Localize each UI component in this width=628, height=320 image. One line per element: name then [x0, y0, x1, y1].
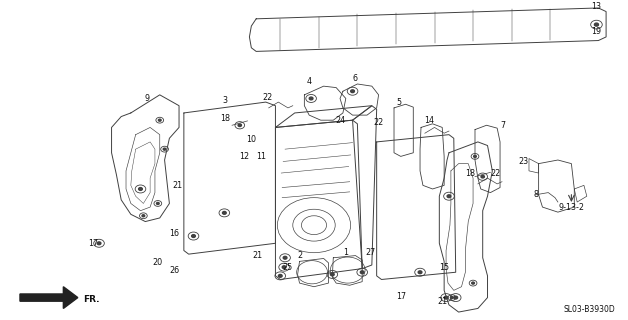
Circle shape [474, 156, 477, 157]
Circle shape [360, 271, 364, 274]
Circle shape [350, 90, 354, 92]
Text: 22: 22 [374, 118, 384, 127]
Circle shape [222, 212, 226, 214]
Circle shape [97, 242, 101, 245]
Text: 21: 21 [437, 297, 447, 306]
Text: 12: 12 [239, 152, 249, 161]
Circle shape [450, 297, 453, 299]
Circle shape [283, 256, 287, 259]
Circle shape [472, 282, 474, 284]
Text: 23: 23 [519, 157, 529, 166]
Text: SL03-B3930D: SL03-B3930D [564, 305, 615, 314]
Text: 24: 24 [335, 116, 345, 125]
Text: 9: 9 [144, 94, 150, 103]
Circle shape [330, 273, 334, 276]
Text: 20: 20 [153, 258, 163, 267]
Text: 21: 21 [172, 181, 182, 190]
Text: 3: 3 [222, 96, 227, 105]
Text: 6: 6 [353, 75, 358, 84]
Circle shape [282, 266, 286, 268]
Text: FR.: FR. [83, 294, 99, 304]
Text: 1: 1 [344, 248, 349, 257]
Text: 5: 5 [396, 98, 401, 107]
Circle shape [158, 119, 161, 121]
Circle shape [595, 23, 598, 26]
Text: 14: 14 [424, 116, 434, 125]
Text: 22: 22 [263, 92, 273, 101]
Text: 17: 17 [88, 239, 99, 248]
Text: 15: 15 [440, 263, 450, 272]
Circle shape [309, 97, 313, 100]
Text: 10: 10 [246, 135, 256, 144]
Text: 11: 11 [256, 152, 266, 161]
Text: 16: 16 [169, 229, 179, 238]
Text: 13: 13 [592, 2, 602, 11]
Text: 22: 22 [490, 169, 501, 178]
Text: 7: 7 [500, 121, 505, 130]
Circle shape [238, 124, 241, 126]
Text: 18: 18 [220, 114, 230, 123]
Text: 8: 8 [533, 190, 538, 199]
Circle shape [481, 175, 484, 178]
Text: 2: 2 [297, 251, 302, 260]
Text: 25: 25 [283, 263, 293, 272]
Polygon shape [20, 287, 78, 308]
Circle shape [139, 188, 143, 190]
Circle shape [156, 203, 159, 204]
Circle shape [444, 296, 448, 299]
Circle shape [163, 148, 166, 150]
Circle shape [418, 271, 422, 274]
Text: 17: 17 [396, 292, 406, 300]
Text: 26: 26 [169, 266, 179, 275]
Text: 18: 18 [465, 169, 475, 178]
Circle shape [454, 296, 458, 299]
Text: 4: 4 [306, 77, 311, 86]
Circle shape [278, 275, 282, 277]
Text: 21: 21 [253, 251, 263, 260]
Circle shape [447, 195, 451, 198]
Text: 27: 27 [365, 248, 376, 257]
Circle shape [142, 215, 144, 217]
Text: 19: 19 [592, 27, 602, 36]
Text: 9-13-2: 9-13-2 [558, 203, 585, 212]
Circle shape [192, 235, 195, 237]
